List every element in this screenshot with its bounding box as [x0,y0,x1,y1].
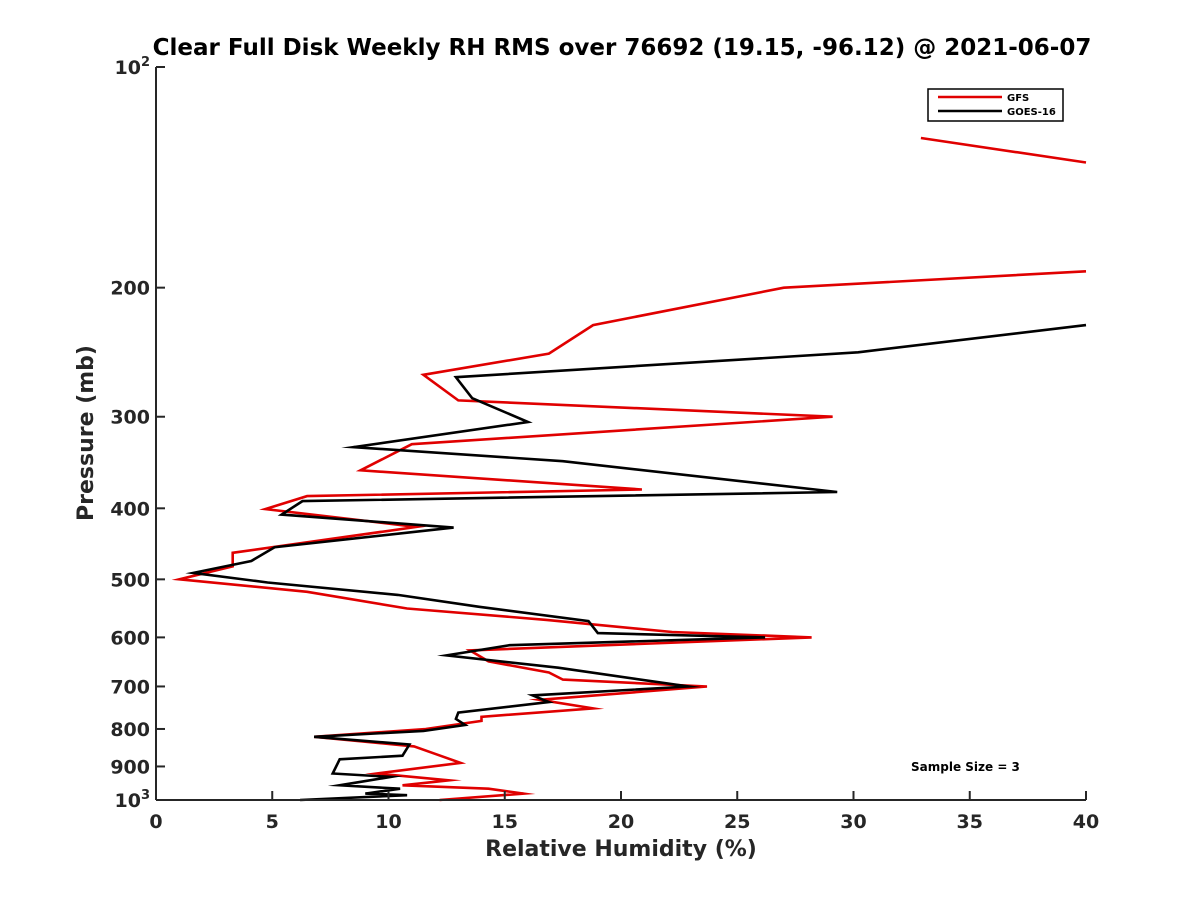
x-tick-label: 5 [266,811,279,833]
y-tick-label: 400 [110,498,150,520]
x-tick-label: 25 [724,811,750,833]
legend-label-goes-16: GOES-16 [1007,107,1056,118]
x-tick-label: 10 [375,811,401,833]
tick-layer: 0 5 10 15 20 25 30 35 40 102 200 300 400 500 600 700 800… [110,55,1099,833]
y-tick-label: 800 [110,719,150,741]
x-tick-label: 0 [149,811,162,833]
series-line-gfs-0 [920,136,1087,164]
x-axis-label: Relative Humidity (%) [485,837,757,862]
series-line-gfs-1 [171,270,1087,802]
x-tick-label: 15 [492,811,518,833]
legend-label-gfs: GFS [1007,93,1029,104]
y-tick-label: 103 [115,788,151,812]
y-tick-label: 102 [115,55,151,79]
x-tick-label: 40 [1073,811,1099,833]
y-tick-label: 700 [110,676,150,698]
chart-title: Clear Full Disk Weekly RH RMS over 76692… [153,35,1092,61]
plot-area: 0 5 10 15 20 25 30 35 40 102 200 300 400 500 600 700 800… [110,55,1099,833]
y-tick-label: 300 [110,407,150,429]
x-tick-label: 20 [608,811,634,833]
sample-size-annotation: Sample Size = 3 [911,760,1020,774]
y-tick-label: 500 [110,569,150,591]
y-tick-label: 900 [110,756,150,778]
y-axis-label: Pressure (mb) [74,345,99,521]
legend-box [927,88,1064,122]
x-tick-label: 35 [957,811,983,833]
series-line-goes-16-0 [185,323,1087,802]
y-tick-label: 200 [110,278,150,300]
x-tick-label: 30 [840,811,866,833]
legend: GFS GOES-16 [927,88,1064,122]
y-tick-label: 600 [110,627,150,649]
series-layer [171,136,1087,802]
